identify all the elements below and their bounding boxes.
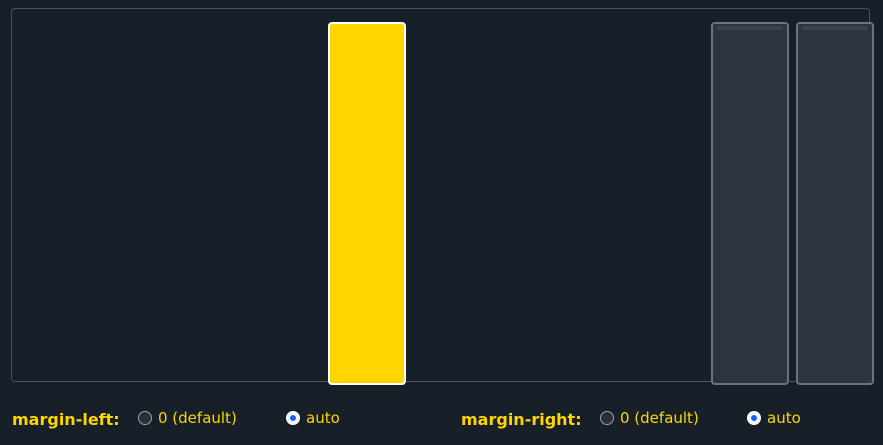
radio-checked-icon[interactable] (747, 411, 761, 425)
flex-container-demo (11, 8, 874, 385)
radio-checked-icon[interactable] (286, 411, 300, 425)
margin-controls: margin-left: 0 (default) auto margin-rig… (0, 406, 883, 436)
margin-left-option-auto[interactable]: auto (286, 409, 340, 427)
margin-right-label: margin-right: (461, 410, 582, 429)
margin-left-label: margin-left: (12, 410, 120, 429)
radio-unchecked-icon[interactable] (138, 411, 152, 425)
margin-left-option-default[interactable]: 0 (default) (138, 409, 237, 427)
option-label: 0 (default) (620, 409, 699, 427)
flex-item-highlighted (328, 22, 406, 385)
option-label: 0 (default) (158, 409, 237, 427)
flex-item-ghost-1 (711, 22, 789, 385)
margin-right-option-auto[interactable]: auto (747, 409, 801, 427)
flex-item-ghost-2 (796, 22, 874, 385)
option-label: auto (767, 409, 801, 427)
radio-unchecked-icon[interactable] (600, 411, 614, 425)
option-label: auto (306, 409, 340, 427)
margin-right-option-default[interactable]: 0 (default) (600, 409, 699, 427)
